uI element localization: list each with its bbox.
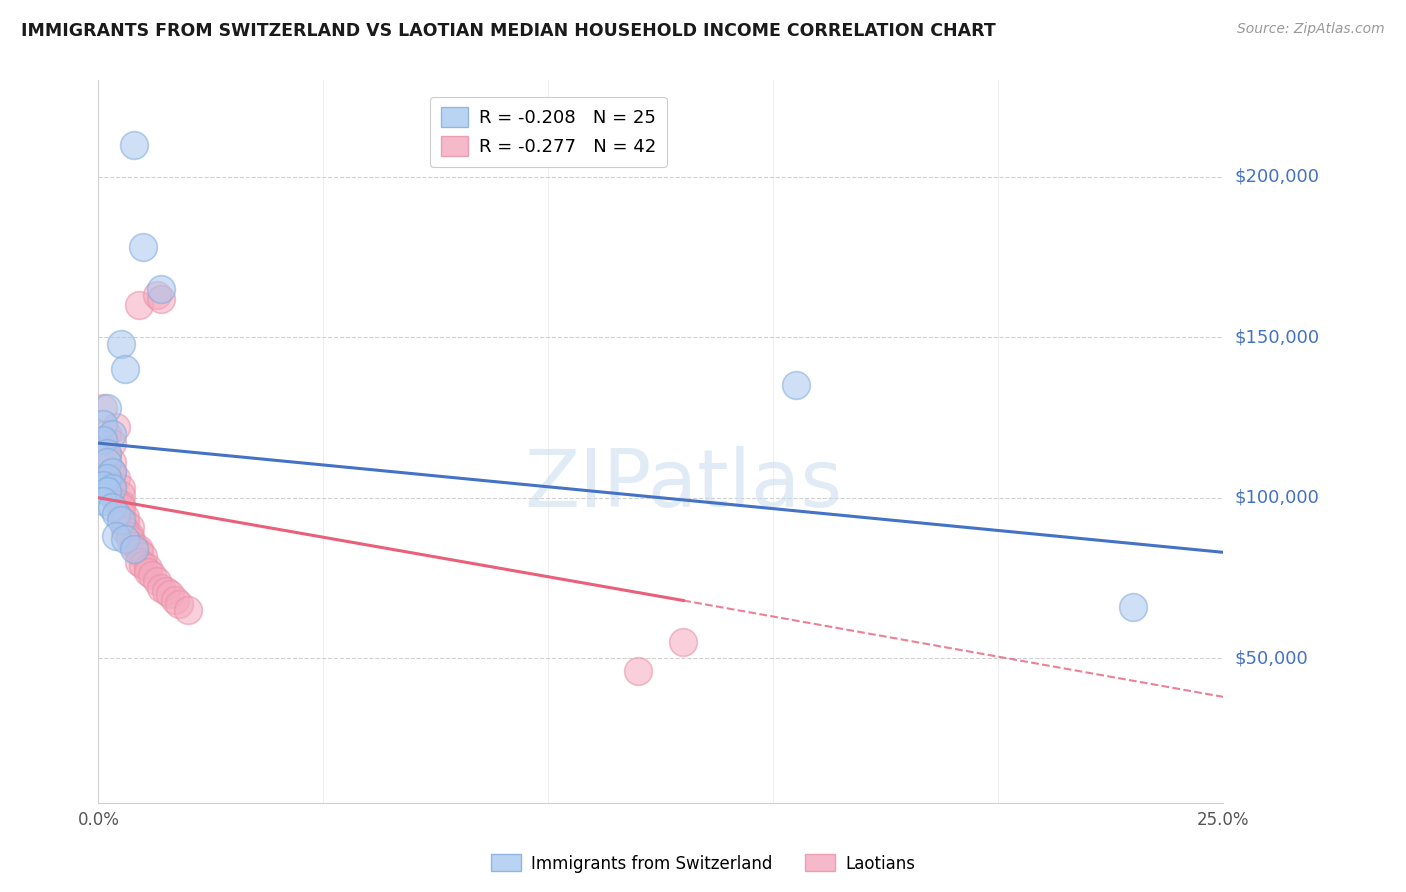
Point — [132, 549, 155, 563]
Point — [128, 298, 150, 312]
Point — [96, 401, 118, 415]
Point — [101, 455, 124, 469]
Point — [110, 497, 132, 511]
Point — [155, 583, 177, 598]
Point — [110, 507, 132, 521]
Text: Source: ZipAtlas.com: Source: ZipAtlas.com — [1237, 22, 1385, 37]
Point — [163, 593, 186, 607]
Point — [101, 436, 124, 450]
Point — [96, 446, 118, 460]
Point — [159, 587, 181, 601]
Point — [124, 539, 146, 553]
Point — [96, 455, 118, 469]
Point — [101, 465, 124, 479]
Point — [105, 471, 128, 485]
Point — [114, 523, 136, 537]
Point — [105, 420, 128, 434]
Point — [101, 426, 124, 441]
Point — [627, 664, 650, 678]
Point — [96, 426, 118, 441]
Point — [150, 581, 173, 595]
Point — [128, 555, 150, 569]
Point — [114, 516, 136, 531]
Legend: Immigrants from Switzerland, Laotians: Immigrants from Switzerland, Laotians — [484, 847, 922, 880]
Point — [132, 240, 155, 254]
Point — [118, 533, 141, 547]
Text: $200,000: $200,000 — [1234, 168, 1319, 186]
Point — [96, 449, 118, 463]
Point — [114, 533, 136, 547]
Text: $150,000: $150,000 — [1234, 328, 1319, 346]
Point — [128, 542, 150, 557]
Point — [101, 481, 124, 495]
Point — [110, 481, 132, 495]
Point — [105, 507, 128, 521]
Point — [118, 519, 141, 533]
Point — [124, 542, 146, 557]
Point — [96, 471, 118, 485]
Point — [150, 292, 173, 306]
Point — [96, 484, 118, 499]
Legend: R = -0.208   N = 25, R = -0.277   N = 42: R = -0.208 N = 25, R = -0.277 N = 42 — [430, 96, 666, 167]
Point — [124, 137, 146, 152]
Point — [91, 478, 114, 492]
Point — [110, 487, 132, 501]
Point — [91, 494, 114, 508]
Point — [101, 500, 124, 515]
Point — [105, 529, 128, 543]
Point — [1122, 599, 1144, 614]
Text: ZIPatlas: ZIPatlas — [524, 446, 842, 524]
Point — [105, 494, 128, 508]
Point — [672, 635, 695, 649]
Point — [177, 603, 200, 617]
Point — [136, 561, 159, 575]
Point — [136, 565, 159, 579]
Point — [91, 417, 114, 431]
Text: IMMIGRANTS FROM SWITZERLAND VS LAOTIAN MEDIAN HOUSEHOLD INCOME CORRELATION CHART: IMMIGRANTS FROM SWITZERLAND VS LAOTIAN M… — [21, 22, 995, 40]
Point — [169, 597, 191, 611]
Text: $100,000: $100,000 — [1234, 489, 1319, 507]
Point — [114, 362, 136, 376]
Point — [114, 510, 136, 524]
Point — [110, 336, 132, 351]
Point — [141, 567, 163, 582]
Point — [118, 529, 141, 543]
Point — [91, 433, 114, 447]
Point — [110, 500, 132, 515]
Point — [101, 478, 124, 492]
Text: $50,000: $50,000 — [1234, 649, 1308, 667]
Point — [150, 282, 173, 296]
Point — [91, 401, 114, 415]
Point — [132, 558, 155, 573]
Point — [785, 378, 807, 392]
Point — [146, 574, 169, 589]
Point — [128, 545, 150, 559]
Point — [146, 288, 169, 302]
Point — [110, 513, 132, 527]
Point — [101, 465, 124, 479]
